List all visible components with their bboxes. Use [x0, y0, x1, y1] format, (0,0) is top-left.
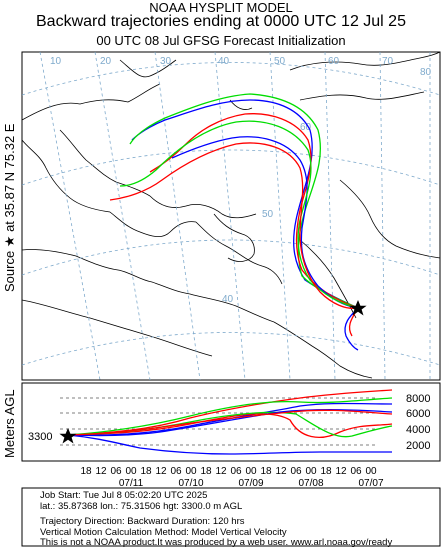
- hour-tick: 18: [140, 466, 152, 477]
- date-tick: 07/10: [178, 478, 203, 489]
- start-height-label: 3300: [28, 431, 52, 443]
- hour-tick: 18: [320, 466, 332, 477]
- hour-tick: 12: [155, 466, 167, 477]
- lon-label-10: 10: [50, 56, 62, 67]
- job-start: Job Start: Tue Jul 8 05:02:20 UTC 2025: [40, 490, 208, 501]
- hour-tick: 18: [260, 466, 272, 477]
- height-tick-6000: 6000: [406, 408, 430, 420]
- hour-tick: 06: [290, 466, 302, 477]
- height-gridlines: [60, 397, 376, 446]
- date-tick: 07/08: [298, 478, 323, 489]
- date-tick: 07/11: [119, 478, 144, 489]
- page-title: Backward trajectories ending at 0000 UTC…: [36, 13, 406, 30]
- graticule: [21, 51, 441, 381]
- hour-tick: 06: [230, 466, 242, 477]
- hour-tick: 00: [125, 466, 137, 477]
- trajectory-direction: Trajectory Direction: Backward Duration:…: [40, 516, 245, 527]
- date-tick: 07/09: [238, 478, 263, 489]
- disclaimer: This is not a NOAA product.It was produc…: [40, 537, 393, 548]
- map-panel: 60 50 40 10 20 30 40 50 60 70 80: [21, 51, 441, 381]
- lon-label-80: 80: [420, 67, 432, 78]
- vertical-method: Vertical Motion Calculation Method: Mode…: [40, 527, 287, 538]
- coastlines: [21, 51, 441, 379]
- height-tick-2000: 2000: [406, 440, 430, 452]
- hour-tick: 12: [95, 466, 107, 477]
- hour-tick: 06: [170, 466, 182, 477]
- hour-tick: 12: [275, 466, 287, 477]
- info-box: [21, 487, 441, 547]
- hour-tick: 06: [110, 466, 122, 477]
- hour-tick: 12: [335, 466, 347, 477]
- height-tick-8000: 8000: [406, 393, 430, 405]
- date-tick: 07/07: [358, 478, 383, 489]
- lon-label-20: 20: [100, 56, 112, 67]
- lat-label-50: 50: [262, 209, 274, 220]
- height-tick-4000: 4000: [406, 424, 430, 436]
- hour-tick: 18: [80, 466, 92, 477]
- source-star-icon: [349, 300, 367, 316]
- hour-tick: 12: [215, 466, 227, 477]
- vertical-trajectories: [67, 389, 393, 455]
- lon-label-40: 40: [218, 56, 230, 67]
- lon-label-50: 50: [274, 56, 286, 67]
- map-trajectories: [109, 93, 359, 351]
- vertical-panel: 8000 6000 4000 2000 3300 18 12 06 00 18 …: [21, 382, 441, 489]
- lon-label-70: 70: [382, 56, 394, 67]
- subtitle: 00 UTC 08 Jul GFSG Forecast Initializati…: [96, 33, 346, 48]
- hour-tick: 00: [365, 466, 377, 477]
- start-location: lat.: 35.87368 lon.: 75.31506 hgt: 3300.…: [40, 501, 243, 512]
- hour-tick: 00: [245, 466, 257, 477]
- model-name: NOAA HYSPLIT MODEL: [149, 0, 293, 15]
- lat-label-40: 40: [222, 294, 234, 305]
- vertical-frame: [21, 382, 441, 462]
- hour-tick: 00: [305, 466, 317, 477]
- hour-tick: 06: [350, 466, 362, 477]
- lat-label-60: 60: [300, 122, 312, 133]
- lon-label-60: 60: [328, 56, 340, 67]
- lon-label-30: 30: [160, 56, 172, 67]
- start-star-icon: [59, 428, 77, 444]
- hour-tick: 18: [200, 466, 212, 477]
- hour-tick: 00: [185, 466, 197, 477]
